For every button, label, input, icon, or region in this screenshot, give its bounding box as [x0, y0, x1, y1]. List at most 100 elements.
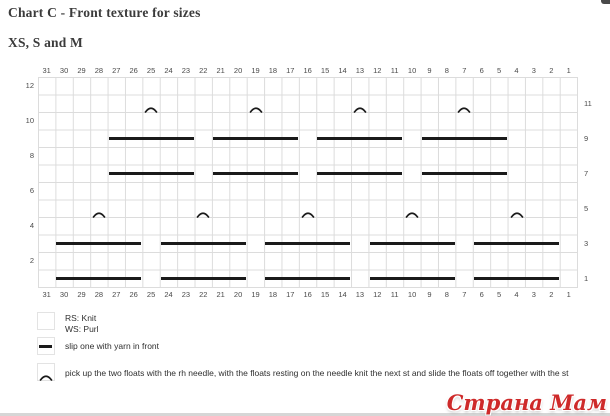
column-label: 8: [444, 66, 449, 75]
column-label: 8: [444, 290, 449, 299]
corner-artifact: [601, 0, 610, 4]
column-label: 16: [303, 66, 312, 75]
column-label: 9: [427, 290, 432, 299]
column-label: 6: [479, 290, 484, 299]
column-label: 20: [233, 66, 243, 75]
pickup-floats-symbol: [510, 205, 524, 218]
slip-stitch-bar: [56, 242, 142, 245]
column-label: 20: [233, 290, 243, 299]
bottom-border-strip: [0, 413, 610, 416]
pickup-floats-symbol: [196, 205, 210, 218]
knit-symbol-key: [37, 312, 55, 330]
chart-sizes-subtitle: XS, S and M: [8, 35, 83, 50]
column-label: 23: [181, 66, 191, 75]
column-label: 15: [320, 66, 330, 75]
legend-line: slip one with yarn in front: [65, 341, 160, 351]
column-label: 29: [77, 290, 86, 299]
column-label: 14: [338, 290, 347, 299]
floats-symbol-key: [37, 363, 55, 381]
column-label: 31: [42, 290, 51, 299]
column-label: 18: [268, 290, 278, 299]
column-label: 2: [549, 66, 554, 75]
slip-stitch-bar: [160, 277, 246, 280]
slip-stitch-bar: [369, 277, 455, 280]
column-label: 11: [390, 290, 399, 299]
column-label: 10: [407, 290, 417, 299]
legend-line: WS: Purl: [65, 323, 99, 334]
slip-stitch-bar: [265, 242, 351, 245]
column-label: 5: [497, 290, 502, 299]
column-label: 30: [59, 66, 69, 75]
column-label: 24: [164, 290, 173, 299]
legend-line: RS: Knit: [65, 313, 97, 323]
slip-stitch-bar: [213, 137, 298, 140]
column-label: 28: [94, 290, 104, 299]
column-label: 7: [462, 66, 467, 75]
row-label-right: 11: [584, 98, 592, 108]
row-label-left: 10: [25, 116, 34, 125]
row-label-right: 1: [584, 273, 589, 283]
pickup-floats-symbol: [353, 100, 367, 113]
chart-title: Chart C - Front texture for sizes: [8, 5, 201, 20]
column-label: 3: [531, 290, 536, 299]
column-label: 24: [164, 66, 173, 75]
column-label: 15: [320, 290, 330, 299]
slip-stitch-bar: [369, 242, 455, 245]
column-label: 27: [112, 290, 121, 299]
watermark: Страна Мам: [446, 390, 607, 415]
slip-symbol-key: [37, 337, 55, 355]
slip-stitch-bar: [474, 277, 559, 280]
column-label: 22: [199, 66, 208, 75]
slip-stitch-bar: [317, 137, 403, 140]
column-label: 25: [146, 290, 156, 299]
column-label: 16: [303, 290, 312, 299]
slip-stitch-bar: [421, 137, 507, 140]
column-label: 5: [497, 66, 502, 75]
row-label-right: 7: [584, 168, 589, 178]
column-label: 29: [77, 66, 86, 75]
column-label: 25: [146, 66, 156, 75]
row-label-left: 2: [29, 256, 34, 265]
column-label: 10: [407, 66, 417, 75]
column-label: 27: [112, 66, 121, 75]
row-label-left: 4: [29, 221, 34, 230]
row-label-right: 5: [584, 203, 589, 213]
pickup-floats-symbol: [249, 100, 263, 113]
slip-stitch-bar: [474, 242, 559, 245]
pickup-floats-symbol: [405, 205, 419, 218]
pickup-floats-symbol: [457, 100, 471, 113]
column-label: 21: [216, 290, 225, 299]
column-label: 17: [286, 66, 295, 75]
column-label: 3: [531, 66, 536, 75]
row-label-left: 8: [29, 151, 34, 160]
column-label: 19: [251, 290, 260, 299]
column-label: 4: [514, 66, 519, 75]
slip-stitch-bar: [108, 172, 194, 175]
column-label: 18: [268, 66, 278, 75]
slip-stitch-bar: [213, 172, 298, 175]
slip-stitch-bar: [56, 277, 142, 280]
slip-stitch-bar: [421, 172, 507, 175]
column-label: 19: [251, 66, 260, 75]
legend-line: pick up the two floats with the rh needl…: [65, 368, 569, 378]
column-label: 21: [216, 66, 225, 75]
column-label: 9: [427, 66, 432, 75]
row-label-left: 12: [25, 81, 34, 90]
slip-bar-icon: [39, 345, 52, 348]
column-label: 12: [373, 66, 382, 75]
caret-icon: [39, 368, 53, 386]
column-label: 11: [390, 66, 399, 75]
row-label-right: 9: [584, 133, 589, 143]
chart-grid: 31 31 30 30 29 29 28 28 27 27 26 26 25 25 24 24 23 23 22 22…: [26, 66, 592, 299]
slip-stitch-bar: [265, 277, 351, 280]
column-label: 12: [373, 290, 382, 299]
column-label: 31: [42, 66, 51, 75]
pickup-floats-symbol: [144, 100, 158, 113]
pickup-floats-symbol: [92, 205, 106, 218]
column-label: 1: [566, 66, 571, 75]
column-label: 26: [129, 66, 138, 75]
column-label: 13: [355, 66, 365, 75]
column-label: 13: [355, 290, 365, 299]
column-label: 30: [59, 290, 69, 299]
